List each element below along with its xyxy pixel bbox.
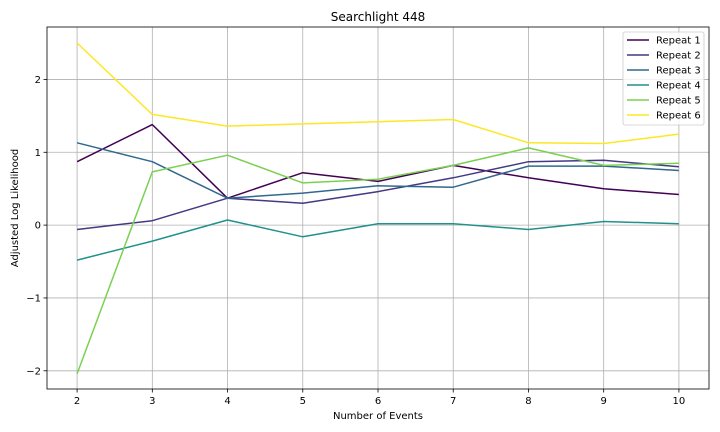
x-tick-label: 3	[149, 396, 155, 407]
y-axis-label: Adjusted Log Likelihood	[10, 149, 21, 267]
series-line-repeat-2	[77, 159, 679, 231]
y-tick-label: −2	[26, 366, 41, 377]
chart-title: Searchlight 448	[331, 10, 426, 24]
x-tick-label: 9	[600, 396, 606, 407]
series-line-repeat-6	[76, 42, 679, 145]
series-line-repeat-3	[76, 142, 679, 199]
x-tick-label: 7	[450, 396, 456, 407]
legend-label: Repeat 4	[656, 81, 701, 92]
y-tick-label: 0	[35, 221, 41, 232]
x-tick-label: 5	[300, 396, 306, 407]
x-tick-label: 4	[224, 396, 230, 407]
y-tick-label: −1	[26, 293, 41, 304]
series-line-repeat-4	[76, 219, 679, 261]
x-tick-label: 6	[375, 396, 381, 407]
legend-label: Repeat 1	[656, 36, 701, 47]
x-axis-label: Number of Events	[333, 411, 423, 422]
series-line-repeat-5	[76, 147, 679, 374]
y-tick-label: 1	[35, 148, 41, 159]
x-tick-label: 8	[525, 396, 531, 407]
grid	[47, 27, 709, 389]
series-line-repeat-1	[76, 123, 679, 199]
legend: Repeat 1 Repeat 2 Repeat 3 Repeat 4 Repeat 5…	[622, 31, 705, 126]
x-tick-label: 2	[74, 396, 80, 407]
axis-ticks: 2 3 4 5 6 7 8 9 10 −2 −1 0 1 2	[26, 75, 685, 407]
legend-label: Repeat 6	[656, 111, 701, 122]
legend-label: Repeat 3	[656, 66, 701, 77]
series-lines	[76, 42, 679, 374]
legend-label: Repeat 2	[656, 51, 701, 62]
x-tick-label: 10	[673, 396, 686, 407]
y-tick-label: 2	[35, 75, 41, 86]
legend-label: Repeat 5	[656, 96, 701, 107]
